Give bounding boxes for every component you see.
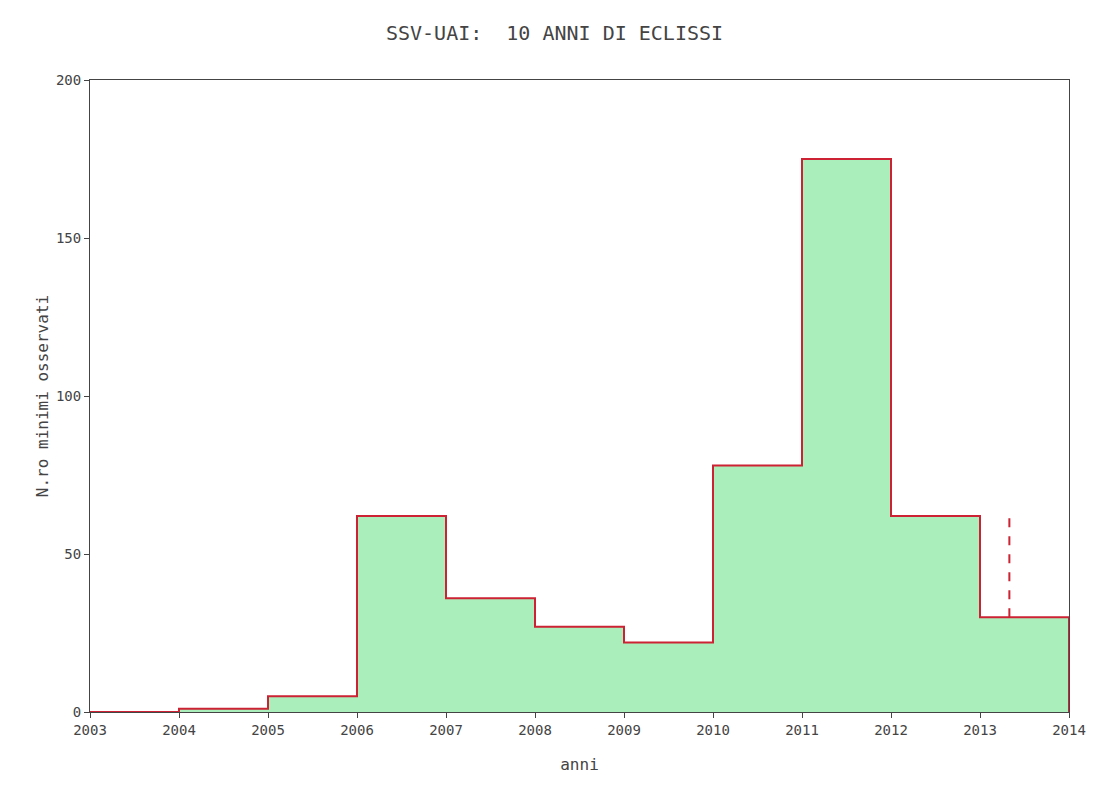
svg-text:SSV-UAI: 10 ANNI DI ECLISSI: SSV-UAI: 10 ANNI DI ECLISSI: [386, 21, 723, 45]
svg-text:2009: 2009: [607, 722, 641, 738]
svg-text:200: 200: [56, 72, 81, 88]
svg-text:2004: 2004: [162, 722, 196, 738]
svg-text:anni: anni: [560, 755, 599, 774]
svg-text:2012: 2012: [874, 722, 908, 738]
svg-text:150: 150: [56, 230, 81, 246]
svg-text:2005: 2005: [251, 722, 285, 738]
svg-text:2014: 2014: [1052, 722, 1086, 738]
svg-text:N.ro minimi osservati: N.ro minimi osservati: [33, 295, 52, 497]
svg-text:50: 50: [64, 546, 81, 562]
svg-text:2011: 2011: [785, 722, 819, 738]
svg-text:2006: 2006: [340, 722, 374, 738]
svg-text:2010: 2010: [696, 722, 730, 738]
svg-text:2013: 2013: [963, 722, 997, 738]
svg-text:2008: 2008: [518, 722, 552, 738]
svg-text:0: 0: [73, 704, 81, 720]
svg-text:100: 100: [56, 388, 81, 404]
svg-text:2007: 2007: [429, 722, 463, 738]
svg-text:2003: 2003: [73, 722, 107, 738]
